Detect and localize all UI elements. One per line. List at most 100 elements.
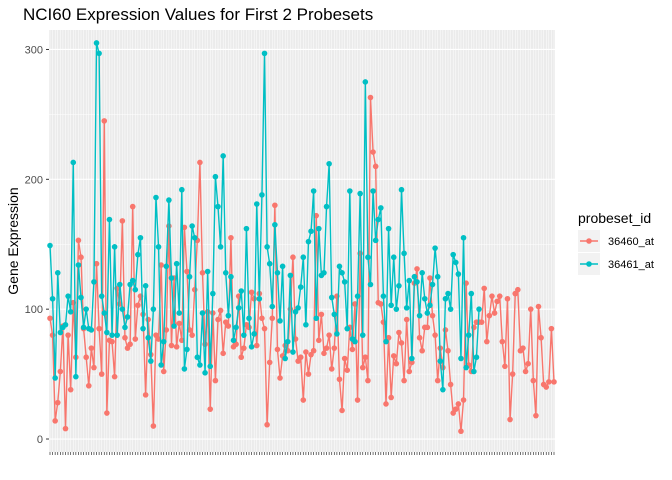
data-point	[478, 319, 485, 325]
data-point	[135, 251, 141, 258]
data-point	[217, 244, 224, 250]
data-point	[52, 375, 58, 381]
data-point	[238, 354, 245, 361]
data-point	[98, 371, 105, 377]
data-point	[303, 321, 309, 328]
data-point	[75, 262, 82, 268]
data-point	[331, 345, 338, 351]
series-layer	[47, 40, 557, 435]
data-point	[326, 160, 332, 167]
data-point	[62, 321, 69, 328]
data-point	[507, 416, 513, 423]
data-point	[367, 281, 374, 288]
data-point	[166, 197, 172, 203]
data-point	[189, 332, 195, 338]
data-point	[375, 216, 382, 223]
data-point	[424, 324, 431, 331]
series-36461_at	[47, 40, 482, 393]
data-point	[54, 399, 61, 406]
data-point	[455, 271, 462, 277]
data-point	[153, 194, 159, 201]
data-point	[308, 228, 314, 235]
data-point	[173, 260, 180, 267]
data-point	[344, 325, 351, 332]
data-point	[75, 237, 82, 244]
data-point	[476, 306, 482, 312]
data-point	[548, 325, 555, 332]
data-point	[111, 373, 118, 380]
data-point	[119, 218, 126, 224]
y-axis: 0 100 200 300	[25, 44, 49, 446]
data-point	[155, 244, 162, 250]
data-point	[328, 366, 335, 372]
data-point	[323, 203, 330, 210]
data-point	[246, 315, 252, 322]
data-point	[401, 377, 407, 384]
data-point	[393, 360, 400, 367]
data-point	[259, 192, 265, 198]
data-point	[530, 377, 537, 384]
data-point	[150, 423, 157, 429]
data-point	[233, 324, 239, 331]
data-point	[359, 332, 366, 338]
data-point	[295, 305, 301, 311]
series-line	[49, 97, 555, 432]
data-point	[316, 337, 322, 344]
data-point	[181, 366, 188, 372]
data-point	[96, 50, 102, 57]
data-point	[96, 325, 102, 332]
data-point	[357, 190, 363, 197]
data-point	[132, 286, 139, 293]
data-point	[533, 412, 539, 419]
data-point	[473, 354, 480, 361]
data-point	[427, 302, 433, 309]
data-point	[465, 332, 472, 338]
data-point	[47, 242, 53, 249]
data-point	[220, 153, 226, 159]
data-point	[388, 302, 394, 309]
data-point	[176, 310, 183, 316]
data-point	[168, 342, 175, 349]
data-point	[104, 329, 110, 336]
data-point	[212, 377, 219, 384]
data-point	[445, 290, 451, 297]
data-point	[398, 186, 405, 193]
data-point	[168, 275, 175, 281]
data-point	[109, 332, 115, 338]
data-point	[266, 260, 273, 267]
data-point	[396, 282, 402, 289]
data-point	[88, 345, 95, 351]
data-point	[57, 329, 64, 336]
legend-item: 36461_at	[578, 253, 654, 275]
grid	[49, 30, 555, 452]
data-point	[259, 315, 265, 322]
data-point	[142, 392, 149, 398]
data-point	[437, 358, 444, 364]
data-point	[411, 273, 418, 280]
data-point	[499, 338, 506, 345]
data-point	[191, 234, 198, 241]
data-point	[207, 406, 214, 412]
data-point	[163, 263, 170, 270]
data-point	[253, 342, 260, 349]
data-point	[429, 281, 436, 288]
data-point	[274, 270, 281, 276]
data-point	[93, 260, 100, 267]
data-point	[145, 316, 152, 323]
data-point	[65, 332, 71, 338]
data-point	[344, 367, 351, 373]
data-point	[158, 262, 164, 268]
data-point	[491, 310, 498, 316]
data-point	[522, 368, 529, 375]
data-point	[496, 293, 503, 299]
chart-title: NCI60 Expression Values for First 2 Prob…	[23, 5, 373, 24]
data-point	[269, 303, 276, 310]
data-point	[419, 270, 425, 276]
data-point	[370, 188, 376, 194]
data-point	[197, 159, 203, 166]
data-point	[339, 270, 345, 276]
data-point	[447, 381, 454, 388]
data-point	[111, 244, 118, 250]
data-point	[300, 254, 307, 261]
data-point	[83, 306, 89, 312]
